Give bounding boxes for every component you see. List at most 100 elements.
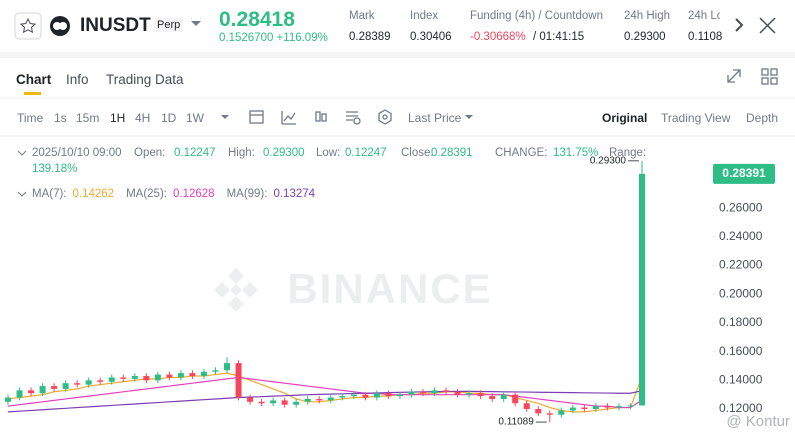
- candle-body: [535, 409, 542, 414]
- candle-body: [39, 386, 46, 394]
- candle-body: [51, 386, 58, 389]
- ma-line: [7, 376, 643, 409]
- info-value: 139.18%: [32, 163, 78, 175]
- info-value: 0.28391: [431, 147, 473, 159]
- interval[interactable]: 1W: [186, 111, 204, 125]
- view[interactable]: Depth: [746, 111, 779, 125]
- dropdown-icon[interactable]: [221, 115, 229, 119]
- dropdown-icon[interactable]: [465, 115, 473, 119]
- candle-body: [408, 391, 415, 395]
- candle-body: [304, 398, 311, 402]
- interval[interactable]: Time: [17, 111, 44, 125]
- symbol[interactable]: INUSDT: [80, 15, 151, 36]
- candle-body: [258, 401, 265, 404]
- stat-value: -0.30668%: [470, 31, 526, 43]
- watermark-logo: [214, 268, 258, 312]
- legend-label: MA(99):: [226, 188, 268, 200]
- stat-value: 0.30406: [410, 31, 452, 43]
- info-label: Range:: [609, 147, 647, 159]
- info-date: 2025/10/10 09:00: [32, 147, 122, 159]
- candle-body: [615, 406, 622, 408]
- candle-body: [224, 363, 231, 371]
- candle-body: [512, 394, 519, 404]
- view[interactable]: Trading View: [661, 111, 731, 125]
- candle-body: [546, 413, 553, 415]
- tab[interactable]: Trading Data: [106, 72, 184, 87]
- candle-body: [604, 406, 611, 408]
- info-value: 0.12247: [345, 147, 387, 159]
- y-tick-label: 0.26000: [719, 200, 763, 214]
- info-label: Low:: [316, 147, 341, 159]
- info-value: 0.29300: [263, 147, 305, 159]
- ma-line: [7, 372, 643, 413]
- candle-body: [120, 377, 127, 379]
- legend-value: 0.13274: [273, 188, 316, 200]
- stat-label: 24h Lo: [688, 10, 720, 22]
- candle-body: [166, 374, 173, 378]
- legend-value: 0.14262: [72, 188, 115, 200]
- info-value: 0.12247: [174, 147, 216, 159]
- info-label: CHANGE:: [495, 147, 548, 159]
- candle-body: [523, 403, 530, 410]
- candle-body: [189, 373, 196, 377]
- candle-body: [97, 380, 104, 382]
- tab[interactable]: Info: [66, 72, 89, 87]
- toolbar-icons[interactable]: [249, 109, 392, 125]
- candle-body: [639, 173, 645, 406]
- stat-label: Funding (4h) / Countdown: [470, 10, 603, 22]
- y-tick-label: 0.22000: [719, 258, 763, 272]
- candle-body: [443, 390, 450, 392]
- interval[interactable]: 1H: [110, 111, 126, 125]
- info-label: High:: [228, 147, 255, 159]
- candle-body: [143, 376, 150, 381]
- header-bg: [0, 0, 795, 52]
- candle-body: [431, 390, 438, 394]
- annotation: 0.29300: [590, 155, 627, 166]
- next-arrow[interactable]: [735, 18, 744, 32]
- dropdown-icon[interactable]: [191, 21, 201, 26]
- collapse-icon[interactable]: [17, 150, 27, 197]
- stat-label: Mark: [349, 10, 375, 22]
- view[interactable]: Original: [602, 111, 648, 125]
- y-tick-label: 0.12000: [719, 401, 763, 415]
- candle-body: [396, 394, 403, 397]
- interval[interactable]: 1D: [161, 111, 177, 125]
- favorite-button[interactable]: [14, 12, 42, 40]
- annotation: 0.11089: [498, 417, 534, 428]
- badge: Perp: [154, 18, 184, 32]
- candle-body: [62, 383, 69, 389]
- interval[interactable]: 15m: [76, 111, 100, 125]
- legend-value: 0.12628: [172, 188, 215, 200]
- candle-body: [200, 371, 207, 377]
- stat-value: / 01:41:15: [533, 31, 585, 43]
- candle-body: [108, 377, 115, 382]
- y-tick-label: 0.18000: [719, 315, 763, 329]
- layout-icon[interactable]: [761, 68, 778, 85]
- interval[interactable]: 1s: [54, 111, 67, 125]
- candle-body: [385, 393, 392, 397]
- candle-body: [74, 383, 81, 385]
- tab[interactable]: Chart: [16, 72, 52, 87]
- stat-value: 0.28389: [349, 31, 391, 43]
- expand-icon[interactable]: [727, 69, 741, 83]
- close-icon[interactable]: [759, 17, 776, 34]
- coin-logo: [53, 22, 61, 30]
- stat-label: 24h High: [624, 10, 671, 22]
- candle-body: [16, 390, 23, 398]
- candle-body: [281, 400, 288, 405]
- candle-body: [558, 410, 565, 415]
- price-type[interactable]: Last Price: [408, 111, 462, 125]
- candle-body: [212, 370, 219, 372]
- candle-body: [592, 406, 599, 410]
- candle-body: [581, 407, 588, 410]
- candle-body: [454, 391, 461, 395]
- last-price: 0.28418: [219, 8, 295, 31]
- candle-body: [489, 396, 496, 399]
- star-icon: [19, 17, 37, 34]
- candle-body: [327, 397, 334, 401]
- footer-watermark: @ Kontur: [726, 413, 790, 430]
- interval[interactable]: 4H: [135, 111, 151, 125]
- info-value: 131.75%: [553, 147, 599, 159]
